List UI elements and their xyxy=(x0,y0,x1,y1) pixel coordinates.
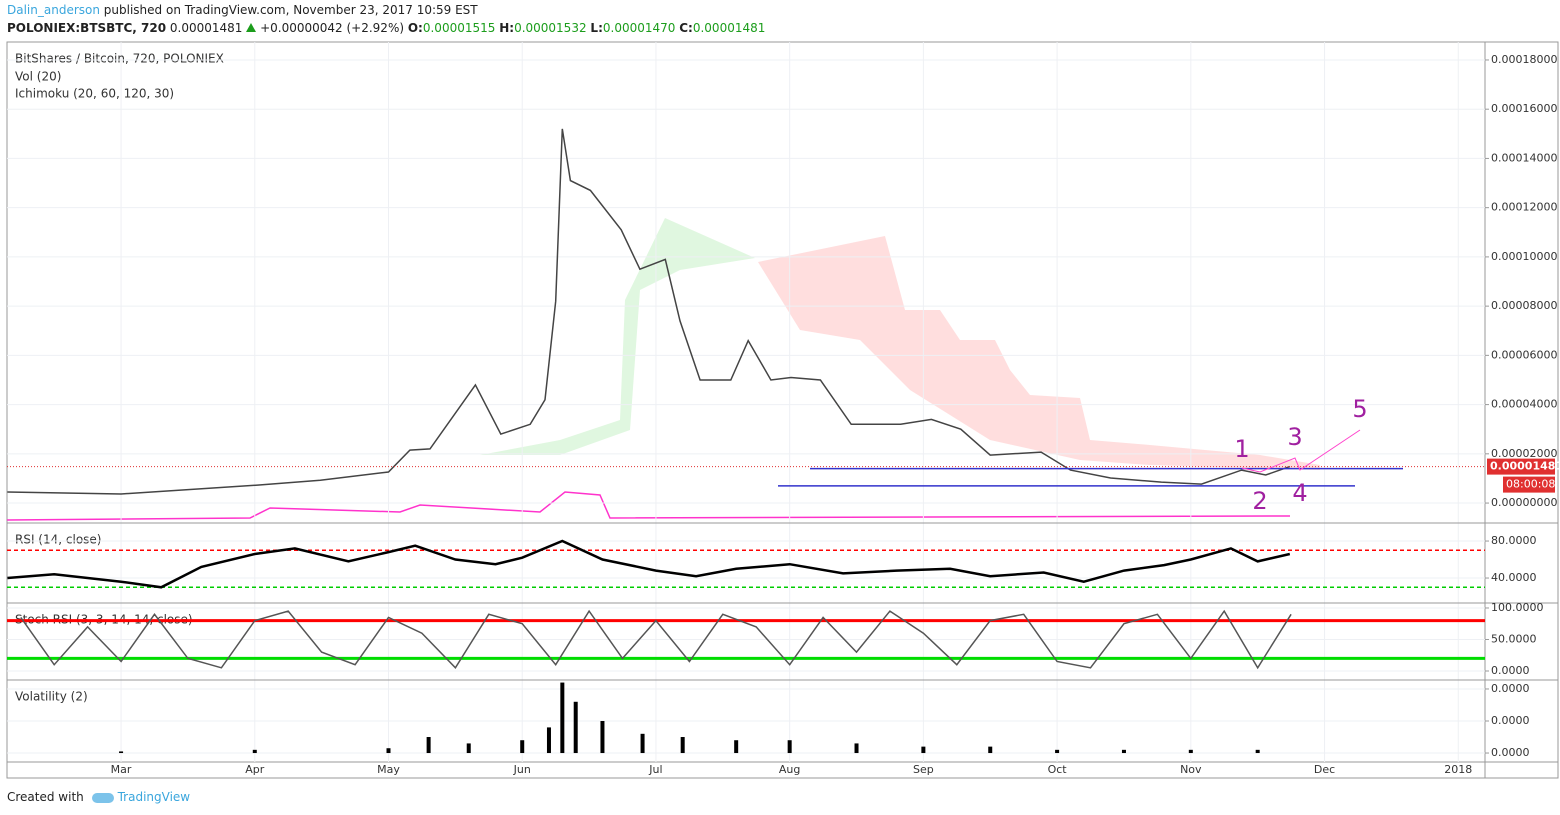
legend-entry: Vol (20) xyxy=(15,70,61,84)
y-tick-label: 80.0000 xyxy=(1491,534,1537,547)
bar xyxy=(640,733,645,754)
wave-path xyxy=(1241,429,1361,473)
legend-entry: Ichimoku (20, 60, 120, 30) xyxy=(15,87,174,101)
bar xyxy=(1055,749,1060,754)
bar xyxy=(252,749,257,754)
bar xyxy=(386,748,391,754)
bar xyxy=(1121,749,1126,754)
y-tick-label: 0.0000 xyxy=(1491,664,1530,677)
y-tick-label: 0.00014000 xyxy=(1491,151,1557,164)
x-tick-label: Oct xyxy=(1048,763,1068,776)
y-tick-label: 40.0000 xyxy=(1491,571,1537,584)
o-label: O: xyxy=(407,21,423,35)
y-tick-label: 0.00006000 xyxy=(1491,348,1557,361)
low: 0.00001470 xyxy=(602,21,676,35)
last: 0.00001481 xyxy=(169,21,243,35)
bar xyxy=(573,701,578,754)
brand[interactable]: TradingView xyxy=(117,790,191,804)
y-tick-label: 100.0000 xyxy=(1491,601,1544,614)
ichimoku-cloud-green xyxy=(480,218,755,455)
bar xyxy=(988,746,993,754)
pane-title: Volatility (2) xyxy=(15,690,88,704)
bar xyxy=(426,737,431,754)
logo xyxy=(91,792,114,803)
bar xyxy=(787,740,792,754)
l-label: L: xyxy=(590,21,603,35)
publish-line: Dalin_anderson published on TradingView.… xyxy=(7,3,478,17)
high: 0.00001532 xyxy=(514,21,587,35)
bar xyxy=(680,737,685,754)
bar xyxy=(1188,749,1193,754)
open: 0.00001515 xyxy=(422,21,496,35)
frame xyxy=(6,41,1559,779)
series-line xyxy=(7,128,1291,495)
wave-label: 2 xyxy=(1252,487,1267,515)
y-tick-label: 0.0000 xyxy=(1491,746,1530,759)
y-tick-label: 0.00004000 xyxy=(1491,398,1557,411)
y-tick-label: 0.00000000 xyxy=(1491,496,1557,509)
x-tick-label: Sep xyxy=(913,763,934,776)
change: +0.00000042 (+2.92%) xyxy=(260,21,405,35)
bar xyxy=(520,740,525,754)
bar xyxy=(854,743,859,754)
price-label: 0.00001481 xyxy=(1490,460,1560,473)
h-label: H: xyxy=(499,21,515,35)
footer: Created with TradingView xyxy=(7,790,190,804)
y-tick-label: 0.00012000 xyxy=(1491,201,1557,214)
x-tick-label: Dec xyxy=(1314,763,1335,776)
y-tick-label: 0.0000 xyxy=(1491,714,1530,727)
close: 0.00001481 xyxy=(692,21,766,35)
pane-title: RSI (14, close) xyxy=(15,533,101,547)
y-tick-label: 0.0000 xyxy=(1491,682,1530,695)
x-tick-label: Mar xyxy=(111,763,132,776)
quote-line: POLONIEX:BTSBTC, 720 0.00001481 +0.00000… xyxy=(7,21,765,35)
x-tick-label: Aug xyxy=(779,763,800,776)
y-tick-label: 0.00002000 xyxy=(1491,447,1557,460)
author[interactable]: Dalin_anderson xyxy=(7,3,100,17)
x-tick-label: May xyxy=(377,763,400,776)
y-tick-label: 0.00010000 xyxy=(1491,250,1557,263)
x-tick-label: Nov xyxy=(1180,763,1202,776)
up-arrow xyxy=(246,23,257,32)
wave-label: 5 xyxy=(1352,395,1367,423)
bar xyxy=(600,721,605,754)
x-tick-label: Jun xyxy=(513,763,531,776)
timer-tag xyxy=(1503,476,1555,493)
wave-label: 4 xyxy=(1292,479,1307,507)
c-label: C: xyxy=(679,21,693,35)
y-tick-label: 0.00008000 xyxy=(1491,299,1557,312)
y-tick-label: 50.0000 xyxy=(1491,632,1537,645)
bar xyxy=(921,746,926,754)
y-tick-label: 0.00018000 xyxy=(1491,53,1557,66)
bar xyxy=(1255,749,1260,754)
published: published on TradingView.com, November 2… xyxy=(103,3,478,17)
bar xyxy=(734,740,739,754)
bar xyxy=(119,751,124,754)
x-tick-label: Jul xyxy=(648,763,662,776)
volume-ma xyxy=(6,491,1291,521)
series-line xyxy=(7,539,1291,589)
y-tick-label: 0.00016000 xyxy=(1491,102,1557,115)
x-tick-label: Apr xyxy=(245,763,265,776)
bar xyxy=(560,682,565,754)
created: Created with xyxy=(7,790,84,804)
bar xyxy=(546,727,551,754)
symbol: POLONIEX:BTSBTC, 720 xyxy=(7,21,167,35)
timer: 08:00:08 xyxy=(1506,478,1555,491)
x-tick-label: 2018 xyxy=(1444,763,1472,776)
wave-label: 1 xyxy=(1234,435,1249,463)
price-tag xyxy=(1487,458,1555,475)
bar xyxy=(466,743,471,754)
wave-label: 3 xyxy=(1287,423,1302,451)
ichimoku-cloud xyxy=(758,236,1320,470)
series-line xyxy=(20,609,1292,670)
pane-title: BitShares / Bitcoin, 720, POLONIEX xyxy=(15,52,224,66)
